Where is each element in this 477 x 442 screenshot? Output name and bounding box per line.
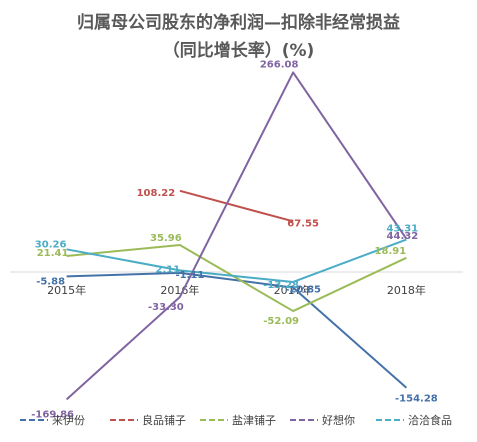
data-label: 266.08 (260, 59, 299, 70)
series-line-4 (66, 238, 407, 283)
data-label: 18.91 (375, 246, 407, 257)
data-label: 35.96 (150, 233, 182, 244)
legend-label: 来伊份 (52, 414, 85, 427)
data-label: -169.86 (31, 409, 74, 420)
data-label: -154.28 (395, 394, 438, 405)
data-label: -5.88 (36, 276, 65, 287)
data-label: 44.32 (387, 231, 419, 242)
legend-label: 洽洽食品 (408, 413, 452, 427)
legend-label: 盐津铺子 (232, 414, 276, 427)
chart-title: 归属母公司股东的净利润—扣除非经常损益 (77, 13, 400, 33)
series-line-1 (179, 189, 294, 223)
data-label: 2.11 (156, 264, 181, 275)
data-label: 67.55 (287, 218, 319, 229)
x-tick-label: 2016年 (160, 283, 199, 297)
data-label: -20.85 (285, 285, 321, 296)
data-label: -1.11 (175, 270, 204, 281)
series-line-3 (65, 71, 408, 401)
legend-label: 良品铺子 (142, 413, 186, 427)
data-label: -33.30 (148, 302, 184, 313)
data-label: -13.28 (263, 280, 299, 291)
data-label: 108.22 (137, 188, 176, 199)
data-label: 43.31 (387, 224, 419, 235)
data-label: -52.09 (263, 316, 299, 327)
series-line-0 (66, 271, 408, 389)
legend-label: 好想你 (322, 413, 355, 427)
x-tick-label: 2015年 (47, 283, 86, 297)
chart-subtitle: （同比增长率）(%) (162, 41, 315, 61)
data-label: 21.41 (37, 248, 69, 259)
series-line-2 (66, 244, 407, 313)
x-tick-label: 2018年 (387, 283, 426, 297)
data-label: 30.26 (35, 239, 67, 250)
